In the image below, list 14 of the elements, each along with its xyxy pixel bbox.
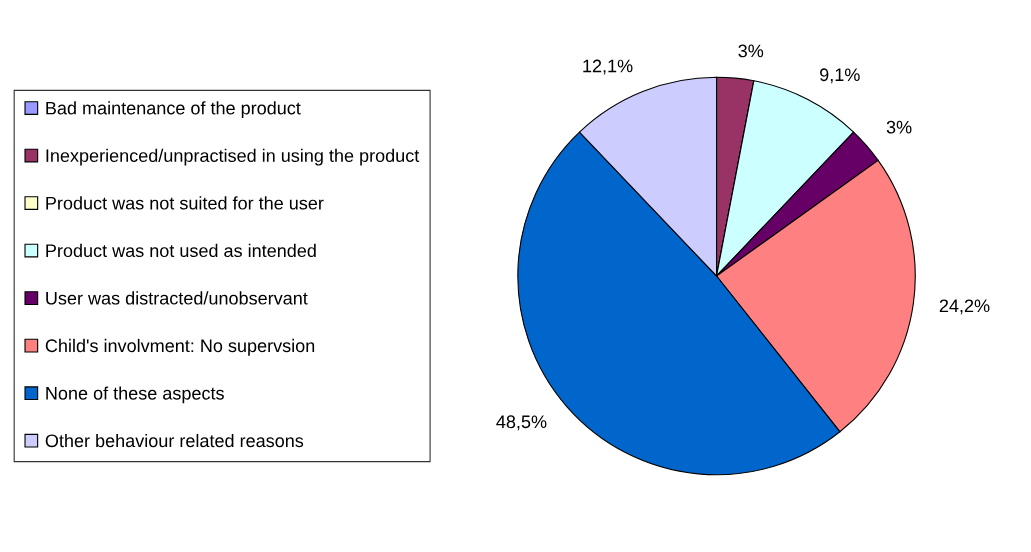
legend-label: Product was not suited for the user xyxy=(46,196,324,210)
data-label: 9,1% xyxy=(820,68,860,84)
legend-label: Child's involvment: No supervsion xyxy=(45,338,315,356)
data-label: 3% xyxy=(886,120,912,134)
legend-label: None of these aspects xyxy=(46,386,224,404)
legend-label: Product was not used as intended xyxy=(46,243,316,258)
data-label: 24,2% xyxy=(939,299,990,315)
legend-label: User was distracted/unobservant xyxy=(46,291,308,305)
data-label: 12,1% xyxy=(583,59,633,75)
data-label: 3% xyxy=(738,44,764,58)
legend-label: Bad maintenance of the product xyxy=(46,101,301,119)
legend-label: Inexperienced/unpractised in using the product xyxy=(46,148,420,166)
legend-label: Other behaviour related reasons xyxy=(45,433,304,448)
data-label: 48,5% xyxy=(496,415,547,431)
